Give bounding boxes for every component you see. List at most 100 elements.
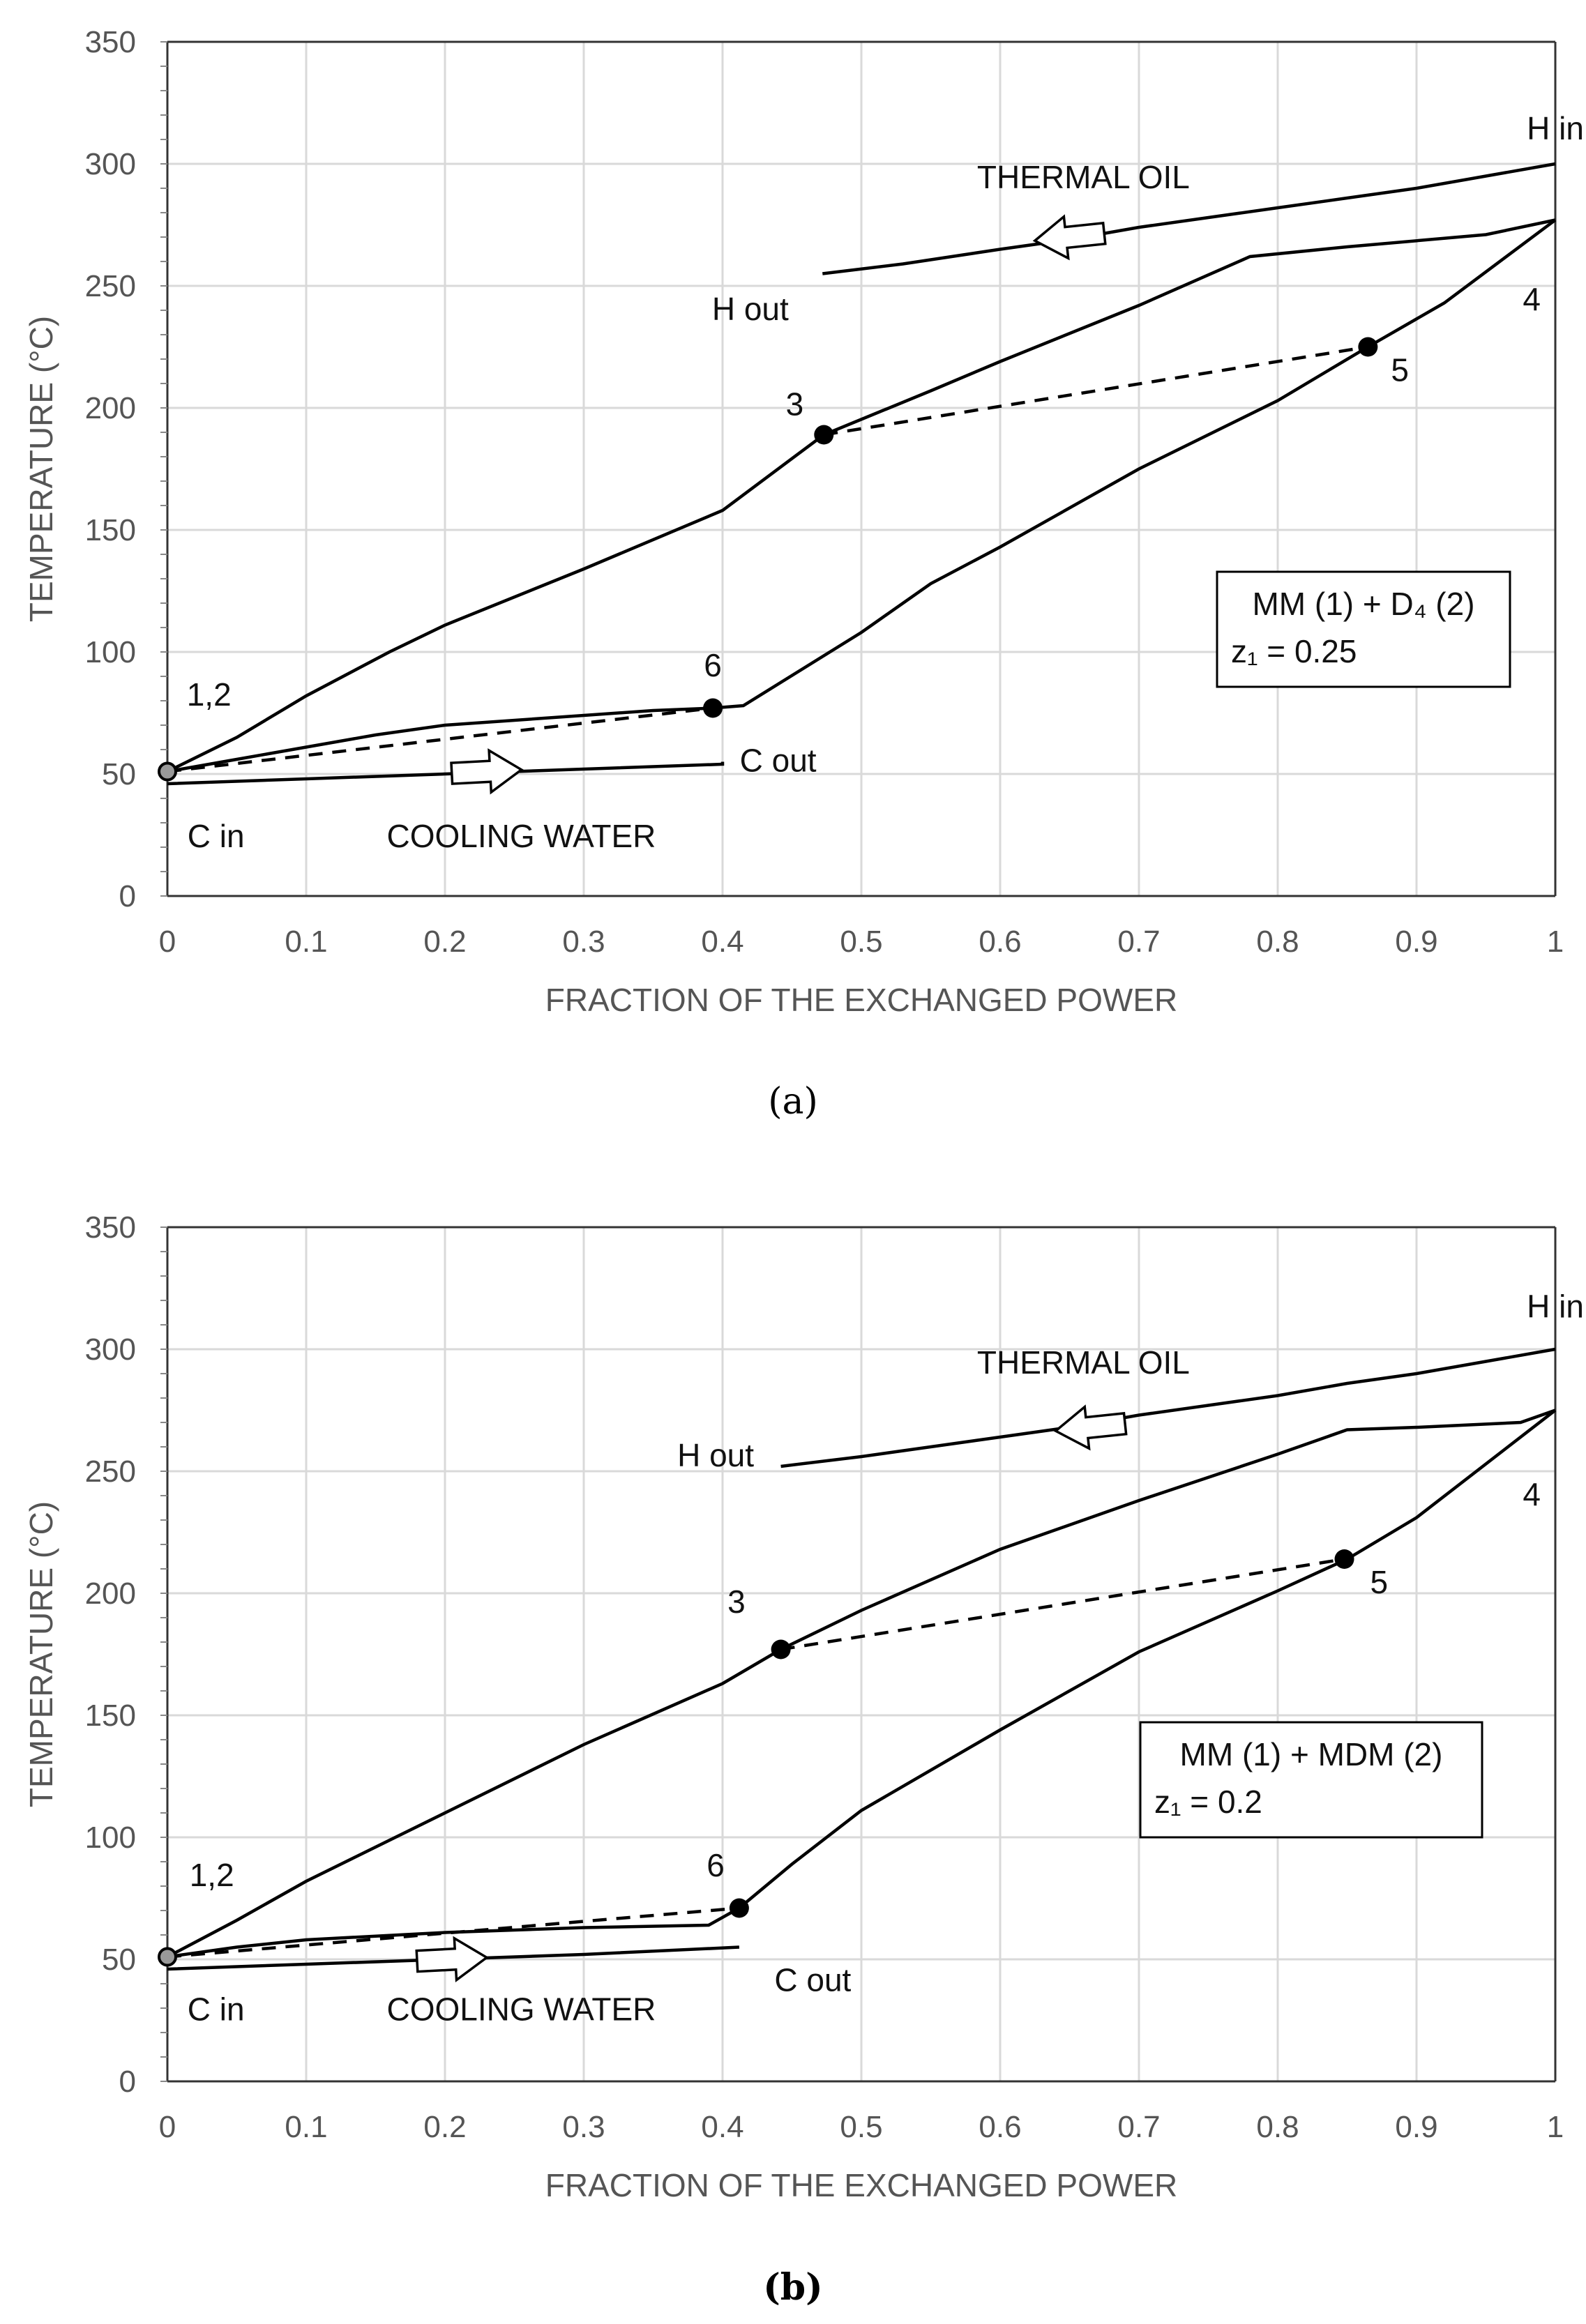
annotation-3: 3 — [727, 1583, 746, 1620]
x-tick-label: 0.5 — [840, 925, 882, 959]
x-tick-label: 0.8 — [1256, 925, 1299, 959]
y-tick-label: 0 — [119, 2065, 136, 2099]
series-line-working-fluid-vapour-condensation- — [167, 218, 1557, 773]
flow-arrow-right-icon — [415, 1936, 490, 1983]
annotation-cooling-water: COOLING WATER — [386, 818, 656, 854]
annotation-thermal-oil: THERMAL OIL — [977, 1344, 1190, 1381]
legend-line: MM (1) + D₄ (2) — [1252, 586, 1474, 622]
annotations: H in THERMAL OIL H out 4 5 3 6 1,2 C out C in COOL… — [187, 110, 1584, 854]
flow-arrow-right-icon — [450, 748, 524, 795]
x-axis-title: FRACTION OF THE EXCHANGED POWER — [545, 982, 1177, 1018]
y-tick-label: 100 — [85, 635, 136, 669]
state-point-5 — [1358, 337, 1378, 357]
y-axis-title: TEMPERATURE (°C) — [23, 316, 59, 622]
state-point-3 — [814, 425, 834, 445]
annotation-3: 3 — [786, 386, 804, 423]
gridlines — [166, 1226, 1557, 2083]
x-tick-label: 1 — [1547, 925, 1564, 959]
y-tick-label: 350 — [85, 1210, 136, 1245]
state-points — [158, 1549, 1354, 1967]
y-tick-label: 150 — [85, 513, 136, 547]
annotation-h-in: H in — [1527, 110, 1584, 146]
axes — [160, 40, 1557, 897]
series-line-thermal-oil — [780, 1347, 1556, 1468]
y-tick-label: 200 — [85, 391, 136, 425]
annotation-6: 6 — [704, 647, 722, 683]
x-tick-label: 0.9 — [1395, 925, 1437, 959]
series-line-working-fluid-evaporation-liquid- — [166, 1408, 1556, 1959]
series-line-dashed-3-5 — [780, 1557, 1345, 1651]
caption-a: (a) — [768, 1081, 818, 1123]
annotation-h-out: H out — [677, 1437, 754, 1473]
annotation-c-in: C in — [188, 1991, 245, 2028]
x-tick-label: 0.1 — [285, 2110, 327, 2144]
y-tick-label: 250 — [85, 269, 136, 303]
annotations: H in THERMAL OIL H out 4 5 3 6 1,2 C out C in COOL… — [188, 1289, 1584, 2028]
annotation-h-out: H out — [712, 291, 789, 327]
x-tick-label: 0 — [159, 2110, 176, 2144]
y-tick-label: 150 — [85, 1699, 136, 1733]
annotation-c-out: C out — [774, 1962, 851, 1998]
annotation-6: 6 — [707, 1847, 725, 1883]
state-points — [158, 337, 1378, 782]
caption-b: (b) — [763, 2266, 823, 2309]
legend-line: z₁ = 0.2 — [1154, 1784, 1262, 1820]
x-tick-label: 0.7 — [1117, 2110, 1160, 2144]
annotation-5: 5 — [1370, 1564, 1388, 1600]
legend-frame — [1216, 570, 1511, 688]
annotation-h-in: H in — [1527, 1289, 1584, 1325]
legend-frame — [1139, 1721, 1483, 1839]
chart-panel-a: 0 0.1 0.2 0.3 0.4 0.5 0.6 0.7 0.8 0.9 1 0 50 100 150 20… — [23, 25, 1584, 1018]
x-tick-label: 0.9 — [1395, 2110, 1437, 2144]
y-axis-title: TEMPERATURE (°C) — [23, 1501, 59, 1807]
x-axis-title: FRACTION OF THE EXCHANGED POWER — [545, 2167, 1177, 2203]
flow-arrows — [450, 214, 1107, 795]
annotation-1-2: 1,2 — [187, 676, 232, 713]
y-tick-label: 350 — [85, 25, 136, 59]
y-tick-label: 0 — [119, 879, 136, 913]
x-tick-label: 0.1 — [285, 925, 327, 959]
y-tick-label: 300 — [85, 147, 136, 181]
flow-arrow-left-icon — [1053, 1404, 1128, 1451]
flow-arrows — [415, 1404, 1128, 1983]
gridlines — [166, 40, 1557, 897]
series-line-dashed-3-5 — [823, 345, 1368, 436]
x-tick-label: 0.2 — [423, 2110, 466, 2144]
state-point-3 — [771, 1639, 791, 1660]
annotation-thermal-oil: THERMAL OIL — [977, 159, 1190, 195]
annotation-c-out: C out — [740, 743, 817, 779]
axes — [160, 1226, 1557, 2083]
y-tick-label: 50 — [102, 757, 136, 791]
y-tick-label: 300 — [85, 1332, 136, 1367]
x-tick-label: 0.6 — [979, 925, 1021, 959]
annotation-4: 4 — [1523, 1476, 1541, 1512]
series-line-dashed-1-2-6 — [167, 1906, 740, 1959]
state-point-1-2 — [158, 761, 177, 782]
x-tick-label: 0.2 — [423, 925, 466, 959]
y-tick-label: 250 — [85, 1455, 136, 1489]
flow-arrow-left-icon — [1032, 214, 1107, 261]
state-point-1-2 — [158, 1947, 177, 1967]
tick-labels: 0 0.1 0.2 0.3 0.4 0.5 0.6 0.7 0.8 0.9 1 0 50 100 150 20… — [85, 25, 1564, 959]
y-tick-label: 100 — [85, 1821, 136, 1855]
state-point-6 — [729, 1898, 749, 1918]
axis-titles: FRACTION OF THE EXCHANGED POWER TEMPERATU… — [23, 1501, 1177, 2203]
annotation-c-in: C in — [188, 818, 245, 854]
annotation-1-2: 1,2 — [190, 1857, 234, 1893]
annotation-5: 5 — [1391, 352, 1409, 388]
x-tick-label: 0.4 — [701, 925, 743, 959]
state-point-6 — [703, 698, 723, 718]
x-tick-label: 0.4 — [701, 2110, 743, 2144]
y-tick-label: 50 — [102, 1943, 136, 1977]
tick-labels: 0 0.1 0.2 0.3 0.4 0.5 0.6 0.7 0.8 0.9 1 0 50 100 150 20… — [85, 1210, 1564, 2144]
x-tick-label: 0 — [159, 925, 176, 959]
x-tick-label: 0.7 — [1117, 925, 1160, 959]
annotation-4: 4 — [1523, 281, 1541, 317]
x-tick-label: 0.5 — [840, 2110, 882, 2144]
x-tick-label: 0.3 — [562, 2110, 605, 2144]
series-line-thermal-oil — [822, 162, 1556, 275]
series-line-working-fluid-vapour-condensation- — [167, 1408, 1557, 1959]
legend-box: MM (1) + MDM (2) z₁ = 0.2 — [1139, 1721, 1483, 1839]
legend-box: MM (1) + D₄ (2) z₁ = 0.25 — [1216, 570, 1511, 688]
chart-panel-b: 0 0.1 0.2 0.3 0.4 0.5 0.6 0.7 0.8 0.9 1 0 50 100 150 20… — [23, 1210, 1584, 2203]
